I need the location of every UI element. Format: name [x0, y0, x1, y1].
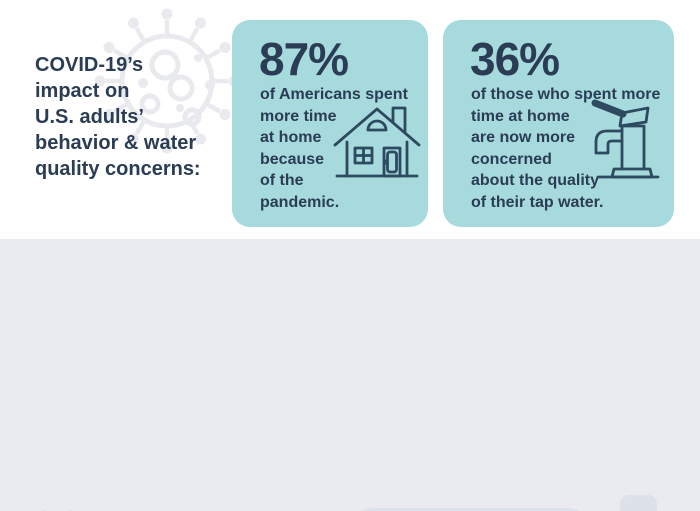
stat-card-home: 87% of Americans spent more time at home…: [232, 20, 428, 227]
page-title: COVID-19’s impact on U.S. adults’ behavi…: [35, 52, 201, 182]
top-section: COVID-19’s impact on U.S. adults’ behavi…: [0, 0, 700, 239]
page-title-line: impact on: [35, 80, 130, 102]
stat-value: 36%: [470, 33, 560, 85]
page-title-line: behavior & water: [35, 132, 197, 154]
stat-text: of Americans spent more time at home bec…: [260, 86, 408, 211]
faucet-icon: [591, 99, 660, 179]
stat-value: 87%: [259, 33, 349, 85]
virus-icon: [94, 8, 240, 154]
page-title-line: COVID-19’s: [35, 54, 144, 76]
stat-text: of those who spent more time at home are…: [471, 86, 661, 211]
page-title-line: quality concerns:: [35, 158, 201, 180]
quote-and-chart-section: “ ” Spending more time at home due to th…: [0, 239, 700, 511]
house-icon: [333, 106, 421, 178]
page-title-line: U.S. adults’: [35, 106, 144, 128]
stat-card-tapwater: 36% of those who spent more time at home…: [443, 20, 674, 227]
house-watermark: [361, 495, 657, 511]
